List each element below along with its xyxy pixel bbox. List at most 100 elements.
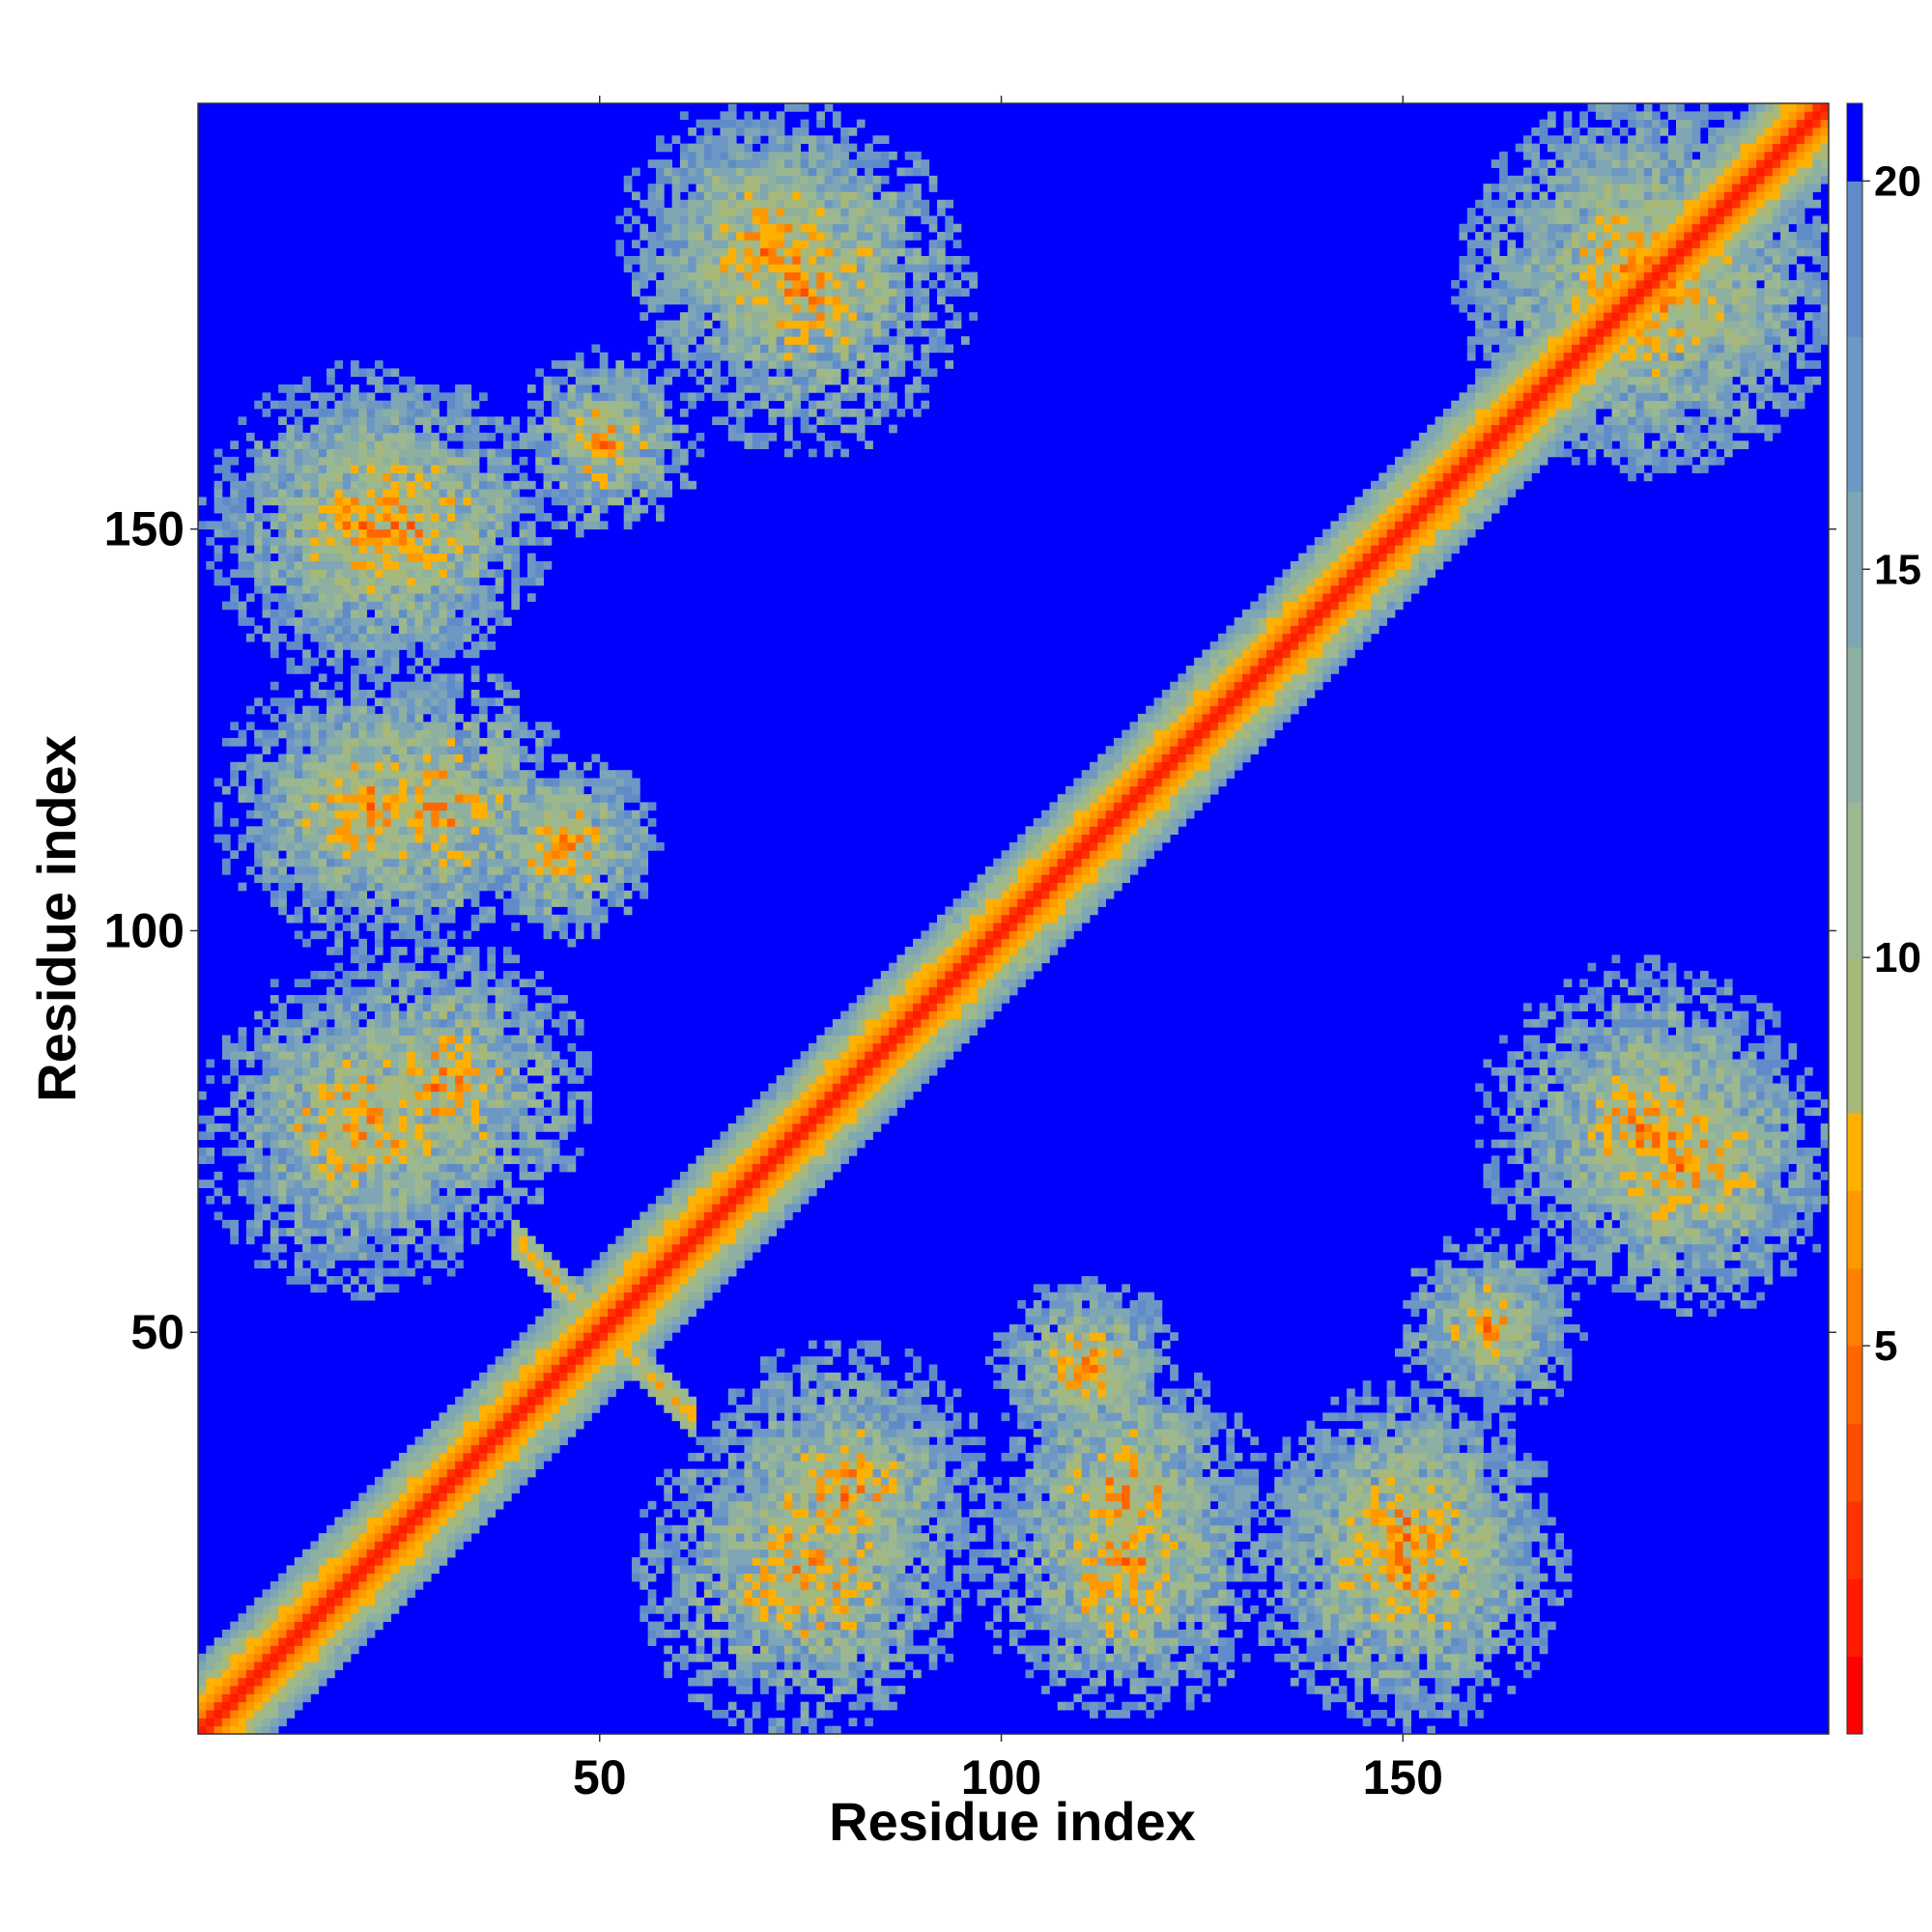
heatmap-cell	[431, 1236, 440, 1245]
heatmap-cell	[383, 737, 391, 747]
heatmap-cell	[278, 729, 287, 739]
heatmap-cell	[254, 440, 263, 449]
heatmap-cell	[712, 1485, 721, 1493]
heatmap-cell	[302, 489, 311, 497]
heatmap-cell	[470, 625, 480, 635]
heatmap-cell	[238, 1701, 247, 1711]
heatmap-cell	[439, 986, 448, 996]
heatmap-cell	[366, 480, 376, 490]
heatmap-cell	[294, 818, 303, 827]
heatmap-cell	[358, 480, 368, 490]
heatmap-cell	[439, 1429, 448, 1437]
heatmap-cell	[455, 1492, 464, 1502]
heatmap-cell	[615, 874, 625, 883]
heatmap-cell	[551, 866, 560, 875]
heatmap-cell	[623, 480, 633, 490]
heatmap-cell	[632, 818, 640, 827]
heatmap-cell	[720, 215, 729, 225]
heatmap-cell	[245, 1059, 255, 1068]
heatmap-cell	[632, 1573, 640, 1582]
heatmap-cell	[632, 472, 640, 482]
heatmap-cell	[551, 1147, 560, 1156]
heatmap-cell	[526, 874, 536, 883]
heatmap-cell	[487, 826, 497, 836]
heatmap-cell	[278, 785, 287, 795]
heatmap-cell	[567, 392, 577, 402]
heatmap-cell	[543, 1340, 553, 1350]
heatmap-cell	[238, 1187, 247, 1197]
heatmap-cell	[463, 601, 472, 618]
heatmap-cell	[727, 1123, 737, 1141]
heatmap-cell	[327, 1637, 335, 1646]
heatmap-cell	[487, 1018, 497, 1028]
heatmap-cell	[390, 649, 400, 659]
heatmap-cell	[318, 569, 327, 579]
heatmap-cell	[383, 1010, 391, 1028]
heatmap-cell	[647, 1589, 657, 1599]
heatmap-cell	[463, 1075, 472, 1084]
heatmap-cell	[278, 802, 287, 811]
heatmap-cell	[213, 497, 223, 514]
heatmap-cell	[374, 1139, 384, 1149]
heatmap-cell	[407, 577, 415, 586]
heatmap-cell	[712, 416, 721, 426]
heatmap-cell	[334, 802, 344, 811]
heatmap-cell	[655, 1524, 665, 1534]
heatmap-cell	[342, 1629, 352, 1638]
heatmap-cell	[350, 480, 359, 490]
heatmap-cell	[318, 1018, 327, 1028]
heatmap-cell	[334, 1027, 344, 1036]
heatmap-cell	[623, 1276, 633, 1285]
heatmap-cell	[358, 465, 368, 473]
heatmap-cell	[221, 528, 231, 538]
heatmap-cell	[327, 1524, 335, 1534]
heatmap-cell	[470, 826, 480, 836]
heatmap-cell	[342, 1565, 352, 1575]
heatmap-cell	[639, 1509, 649, 1518]
heatmap-cell	[350, 690, 359, 698]
heatmap-cell	[703, 1187, 713, 1197]
heatmap-cell	[431, 914, 440, 923]
heatmap-cell	[511, 995, 521, 1004]
heatmap-cell	[350, 930, 359, 940]
heatmap-cell	[431, 560, 440, 578]
heatmap-cell	[206, 1179, 215, 1188]
heatmap-cell	[278, 1115, 287, 1124]
heatmap-cell	[671, 1565, 681, 1575]
heatmap-cell	[463, 850, 472, 860]
heatmap-cell	[407, 416, 415, 426]
heatmap-cell	[720, 119, 729, 128]
heatmap-cell	[455, 1509, 464, 1526]
heatmap-cell	[431, 1228, 440, 1236]
heatmap-cell	[398, 424, 408, 434]
heatmap-cell	[383, 1139, 391, 1149]
heatmap-cell	[446, 898, 456, 907]
heatmap-cell	[294, 1597, 303, 1606]
heatmap-cell	[446, 1429, 456, 1437]
heatmap-cell	[567, 1420, 577, 1437]
heatmap-cell	[470, 778, 480, 795]
heatmap-cell	[366, 1621, 376, 1638]
heatmap-cell	[327, 513, 335, 522]
heatmap-cell	[407, 1548, 415, 1566]
heatmap-cell	[334, 521, 344, 530]
heatmap-cell	[446, 697, 456, 715]
heatmap-cell	[639, 400, 649, 410]
heatmap-cell	[334, 609, 344, 618]
heatmap-cell	[238, 1123, 247, 1132]
heatmap-cell	[350, 882, 359, 892]
heatmap-cell	[439, 1066, 448, 1076]
heatmap-cell	[526, 1083, 536, 1093]
heatmap-cell	[712, 303, 721, 313]
heatmap-cell	[390, 986, 400, 996]
heatmap-cell	[502, 1139, 512, 1149]
heatmap-cell	[479, 1083, 488, 1093]
heatmap-cell	[559, 874, 568, 883]
heatmap-cell	[688, 1597, 696, 1606]
heatmap-cell	[254, 794, 263, 811]
heatmap-cell	[221, 1637, 231, 1646]
heatmap-cell	[679, 1228, 689, 1236]
heatmap-cell	[479, 874, 488, 883]
heatmap-cell	[342, 1211, 352, 1221]
heatmap-cell	[559, 360, 568, 369]
